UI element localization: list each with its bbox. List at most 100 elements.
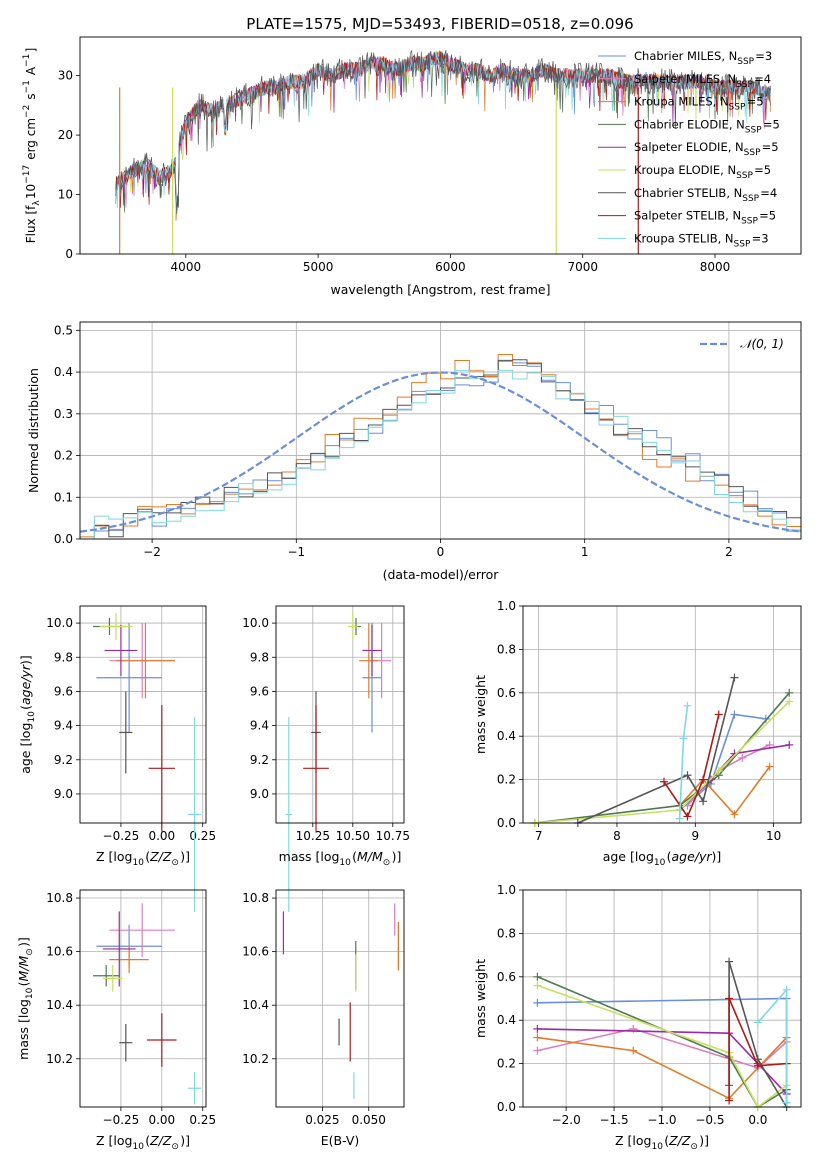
weight-point-kroupa_elodie bbox=[785, 697, 794, 706]
x-axis-label: age [log10 (age/yr)] bbox=[603, 849, 722, 868]
weight-point-salpeter_stelib bbox=[725, 994, 734, 1003]
axes-frame bbox=[522, 889, 802, 1108]
weight-line-kroupa_miles bbox=[679, 766, 771, 816]
y-tick-label: 10 bbox=[58, 188, 73, 202]
x-tick-label: −1.0 bbox=[647, 1113, 676, 1127]
weight-point-salpeter_elodie bbox=[533, 1024, 542, 1033]
x-tick-label: 7 bbox=[535, 829, 543, 843]
histogram-kroupa_stelib bbox=[80, 369, 801, 539]
y-tick-label: 10.4 bbox=[46, 998, 73, 1012]
x-tick-label: 0.050 bbox=[352, 1113, 386, 1127]
legend-label: Salpeter ELODIE, NSSP =5 bbox=[634, 140, 779, 158]
weight-point-chabrier_stelib bbox=[725, 957, 734, 966]
weight-point-chabrier_miles bbox=[730, 710, 739, 719]
y-tick-label: 10.2 bbox=[242, 1052, 269, 1066]
x-axis-label: E(B-V) bbox=[321, 1133, 360, 1148]
histogram-chabrier_stelib bbox=[80, 359, 801, 539]
y-tick-label: 10.6 bbox=[46, 945, 73, 959]
x-tick-label: −0.25 bbox=[103, 829, 140, 843]
y-tick-label: 0.6 bbox=[497, 686, 516, 700]
x-axis-label: mass [log10 (M/M⊙ )] bbox=[279, 849, 402, 868]
y-axis-label: Normed distribution bbox=[26, 368, 41, 493]
x-tick-label: 4000 bbox=[171, 260, 202, 274]
mass-weight-vs-age-panel: 7 8 9 10 0.0 0.2 0.4 0.6 0.8 1.0 age [log10 (age/y… bbox=[473, 599, 802, 868]
weight-line-salpeter_miles bbox=[537, 1028, 788, 1069]
weight-point-salpeter_miles bbox=[533, 1046, 542, 1055]
weight-point-kroupa_miles bbox=[730, 810, 739, 819]
x-tick-label: 7000 bbox=[567, 260, 598, 274]
weight-line-kroupa_elodie bbox=[537, 984, 788, 1109]
weight-point-kroupa_stelib bbox=[753, 1018, 762, 1027]
x-tick-label: 10.25 bbox=[296, 829, 330, 843]
legend-label: Chabrier STELIB, NSSP =4 bbox=[634, 186, 777, 204]
legend-label: 𝒩(0, 1) bbox=[740, 337, 784, 351]
legend-label: Salpeter MILES, NSSP =4 bbox=[634, 72, 771, 90]
y-tick-label: 9.4 bbox=[250, 719, 269, 733]
y-tick-label: 10.0 bbox=[46, 616, 73, 630]
y-tick-label: 0.8 bbox=[497, 642, 516, 656]
weight-point-salpeter_stelib bbox=[659, 777, 668, 786]
y-tick-label: 0 bbox=[65, 247, 73, 261]
x-tick-label: 0.025 bbox=[305, 1113, 339, 1127]
y-tick-label: 1.0 bbox=[497, 599, 516, 613]
legend-label: Kroupa MILES, NSSP =5 bbox=[634, 95, 764, 113]
weight-point-salpeter_stelib bbox=[753, 1061, 762, 1070]
y-tick-label: 9.0 bbox=[54, 787, 73, 801]
spectrum-panel: 4000 5000 6000 7000 8000 0 10 20 30 wavelength [A… bbox=[22, 36, 802, 297]
y-tick-label: 0.4 bbox=[54, 365, 73, 379]
y-tick-label: 10.8 bbox=[46, 891, 73, 905]
x-axis-label: Z [log10 (Z/Z⊙ )] bbox=[96, 1133, 190, 1152]
legend-label: Chabrier ELODIE, NSSP =5 bbox=[634, 117, 780, 135]
y-tick-label: 9.6 bbox=[250, 684, 269, 698]
weight-point-salpeter_stelib bbox=[714, 710, 723, 719]
figure-title: PLATE=1575, MJD=53493, FIBERID=0518, z=0… bbox=[246, 15, 633, 33]
legend-label: Kroupa ELODIE, NSSP =5 bbox=[634, 163, 771, 181]
weight-line-kroupa_elodie bbox=[534, 700, 790, 824]
y-tick-label: 9.6 bbox=[54, 684, 73, 698]
y-tick-label: 0.1 bbox=[54, 490, 73, 504]
y-tick-label: 9.4 bbox=[54, 719, 73, 733]
y-axis-label: mass weight bbox=[473, 959, 488, 1038]
x-tick-label: −0.5 bbox=[695, 1113, 724, 1127]
weight-point-chabrier_stelib bbox=[683, 771, 692, 780]
weight-point-salpeter_stelib bbox=[683, 812, 692, 821]
weight-point-salpeter_stelib bbox=[699, 775, 708, 784]
axes-frame bbox=[79, 889, 207, 1108]
normal-curve bbox=[80, 371, 801, 533]
weight-point-chabrier_elodie bbox=[533, 972, 542, 981]
y-tick-label: 0.3 bbox=[54, 407, 73, 421]
x-tick-label: 0.25 bbox=[189, 1113, 216, 1127]
weight-point-chabrier_stelib bbox=[699, 797, 708, 806]
x-tick-label: 10.75 bbox=[376, 829, 410, 843]
y-tick-label: 10.4 bbox=[242, 998, 269, 1012]
weight-point-chabrier_elodie bbox=[785, 688, 794, 697]
mass-weight-vs-metallicity-panel: −2.0 −1.5 −1.0 −0.5 0.0 0.0 0.2 0.4 0.6 0.8 1.0 Z [… bbox=[473, 883, 802, 1152]
weight-point-chabrier_miles bbox=[533, 998, 542, 1007]
weight-point-kroupa_stelib bbox=[683, 701, 692, 710]
y-axis-label: Flux [fλ 10−17 erg cm−2 s−1 A−1 ] bbox=[22, 48, 42, 244]
y-tick-label: 30 bbox=[58, 69, 73, 83]
y-tick-label: 0.4 bbox=[497, 729, 516, 743]
x-tick-label: 8000 bbox=[700, 260, 731, 274]
y-tick-label: 9.2 bbox=[54, 753, 73, 767]
y-tick-label: 0.2 bbox=[497, 1057, 516, 1071]
y-axis-label: age [log10 (age/yr)] bbox=[18, 655, 37, 774]
axes-frame bbox=[275, 889, 405, 1108]
axes-frame bbox=[79, 605, 207, 824]
y-tick-label: 9.8 bbox=[250, 650, 269, 664]
histograms bbox=[80, 354, 801, 539]
x-axis-label: (data-model)/error bbox=[383, 567, 500, 582]
axes-frame bbox=[79, 36, 802, 255]
x-tick-label: −0.25 bbox=[103, 1113, 140, 1127]
spectrum-lines bbox=[115, 49, 771, 254]
y-tick-label: 20 bbox=[58, 128, 73, 142]
x-tick-label: 10 bbox=[766, 829, 781, 843]
y-tick-label: 0.5 bbox=[54, 323, 73, 337]
weight-point-kroupa_elodie bbox=[714, 766, 723, 775]
age-vs-mass-panel: 10.25 10.50 10.75 9.0 9.2 9.4 9.6 9.8 10.0 mass [… bbox=[242, 605, 410, 912]
x-tick-label: 8 bbox=[613, 829, 621, 843]
y-tick-label: 0.0 bbox=[497, 1100, 516, 1114]
x-tick-label: −2.0 bbox=[552, 1113, 581, 1127]
weight-line-chabrier_elodie bbox=[537, 976, 788, 1109]
